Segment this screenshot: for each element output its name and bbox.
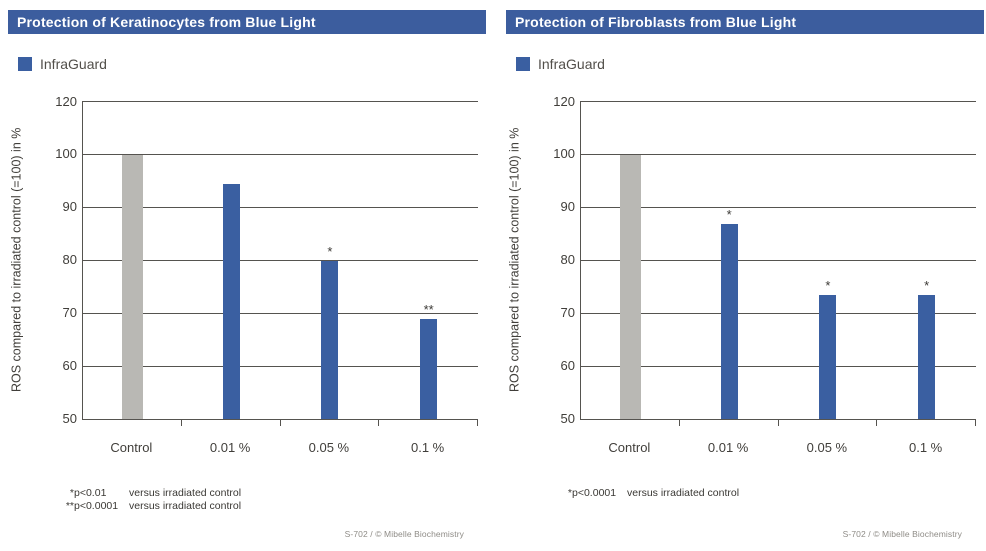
x-axis-tick xyxy=(378,420,380,426)
legend-swatch-icon xyxy=(516,57,530,71)
gridline xyxy=(581,154,976,156)
plot-area: *** xyxy=(82,101,478,426)
bar xyxy=(819,294,837,419)
x-category-label: 0.1 % xyxy=(411,440,445,455)
y-tick-label: 80 xyxy=(62,252,77,267)
y-tick-label: 120 xyxy=(553,93,575,109)
x-category-label: 0.01 % xyxy=(209,440,251,455)
gridline xyxy=(83,260,478,261)
source-caption: S-702 / © Mibelle Biochemistry xyxy=(344,529,464,539)
footnote-marker: ** xyxy=(65,500,74,512)
footnote-p-value: p<0.01 xyxy=(74,487,107,499)
y-tick-label: 90 xyxy=(62,199,77,215)
bar xyxy=(720,223,738,419)
y-tick-label: 80 xyxy=(560,252,575,267)
x-category-label: 0.05 % xyxy=(806,440,848,455)
footnote-line: * p<0.0001 versus irradiated control xyxy=(558,487,739,500)
significance-marker: * xyxy=(825,277,831,293)
x-axis-tick xyxy=(279,420,281,426)
x-category-label: 0.1 % xyxy=(909,440,943,455)
y-tick-label: 70 xyxy=(62,304,77,320)
x-axis-tick xyxy=(180,420,182,426)
gridline xyxy=(83,312,478,314)
gridline xyxy=(83,154,478,156)
x-axis-tick xyxy=(477,420,478,426)
x-axis-tick xyxy=(876,420,878,426)
footnote-text: versus irradiated control xyxy=(129,500,242,512)
significance-marker: * xyxy=(726,206,732,222)
significance-marker: * xyxy=(327,243,333,259)
y-tick-label: 120 xyxy=(55,93,77,109)
legend: InfraGuard xyxy=(516,56,605,72)
bar xyxy=(321,260,339,419)
legend-label: InfraGuard xyxy=(40,56,107,72)
bar xyxy=(121,154,143,419)
x-axis-labels: Control 0.01 % 0.05 % 0.1 % xyxy=(82,440,477,455)
x-category-label: 0.05 % xyxy=(308,440,350,455)
footnote-text: versus irradiated control xyxy=(129,487,242,499)
x-category-label: Control xyxy=(608,440,651,455)
x-category-label: 0.01 % xyxy=(707,440,749,455)
keratinocytes-chart-panel: Protection of Keratinocytes from Blue Li… xyxy=(8,10,486,541)
gridline xyxy=(83,365,478,367)
legend-swatch-icon xyxy=(18,57,32,71)
gridline xyxy=(83,207,478,209)
gridline xyxy=(581,312,976,314)
significance-footnotes: * p<0.0001 versus irradiated control xyxy=(558,487,739,500)
y-tick-label: 90 xyxy=(560,199,575,215)
y-axis-tick-labels: 120 100 90 80 70 60 50 xyxy=(42,94,77,426)
legend: InfraGuard xyxy=(18,56,107,72)
x-category-label: Control xyxy=(110,440,153,455)
y-axis-title: ROS compared to irradiated control (=100… xyxy=(507,127,522,392)
y-axis-tick-labels: 120 100 90 80 70 60 50 xyxy=(540,94,575,426)
legend-label: InfraGuard xyxy=(538,56,605,72)
y-axis-title: ROS compared to irradiated control (=100… xyxy=(9,127,24,392)
significance-marker: * xyxy=(924,277,930,293)
footnote-marker: * xyxy=(69,487,74,499)
bar xyxy=(420,318,438,419)
y-tick-label: 70 xyxy=(560,304,575,320)
x-axis-tick xyxy=(777,420,779,426)
plot-area: * * * xyxy=(580,101,976,426)
gridline xyxy=(581,365,976,367)
bar xyxy=(918,294,936,419)
y-tick-label: 100 xyxy=(553,146,575,162)
bar xyxy=(619,154,641,419)
footnote-line: * p<0.01 versus irradiated control xyxy=(60,487,241,500)
gridline xyxy=(581,207,976,209)
chart-title: Protection of Keratinocytes from Blue Li… xyxy=(8,10,486,34)
footnote-p-value: p<0.0001 xyxy=(572,487,617,499)
footnote-text: versus irradiated control xyxy=(627,487,740,499)
footnote-marker: * xyxy=(567,487,572,499)
gridline xyxy=(581,260,976,261)
footnote-p-value: p<0.0001 xyxy=(74,500,119,512)
bar xyxy=(222,183,240,419)
fibroblasts-chart-panel: Protection of Fibroblasts from Blue Ligh… xyxy=(506,10,984,541)
y-tick-label: 50 xyxy=(560,410,575,426)
y-tick-label: 50 xyxy=(62,410,77,426)
y-tick-label: 100 xyxy=(55,146,77,162)
x-axis-labels: Control 0.01 % 0.05 % 0.1 % xyxy=(580,440,975,455)
x-axis-tick xyxy=(975,420,976,426)
footnote-line: ** p<0.0001 versus irradiated control xyxy=(60,500,241,513)
significance-footnotes: * p<0.01 versus irradiated control ** p<0.00… xyxy=(60,487,241,513)
chart-title: Protection of Fibroblasts from Blue Ligh… xyxy=(506,10,984,34)
x-axis-tick xyxy=(678,420,680,426)
significance-marker: ** xyxy=(423,301,434,317)
source-caption: S-702 / © Mibelle Biochemistry xyxy=(842,529,962,539)
y-tick-label: 60 xyxy=(62,357,77,373)
y-tick-label: 60 xyxy=(560,357,575,373)
